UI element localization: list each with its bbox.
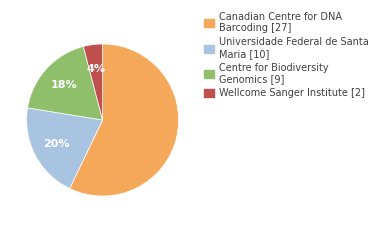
Text: 18%: 18% [51,80,78,90]
Legend: Canadian Centre for DNA
Barcoding [27], Universidade Federal de Santa
Maria [10]: Canadian Centre for DNA Barcoding [27], … [203,10,370,100]
Wedge shape [27,108,103,188]
Wedge shape [83,44,103,120]
Text: 20%: 20% [44,139,70,149]
Wedge shape [28,47,103,120]
Text: 4%: 4% [87,64,106,74]
Wedge shape [70,44,179,196]
